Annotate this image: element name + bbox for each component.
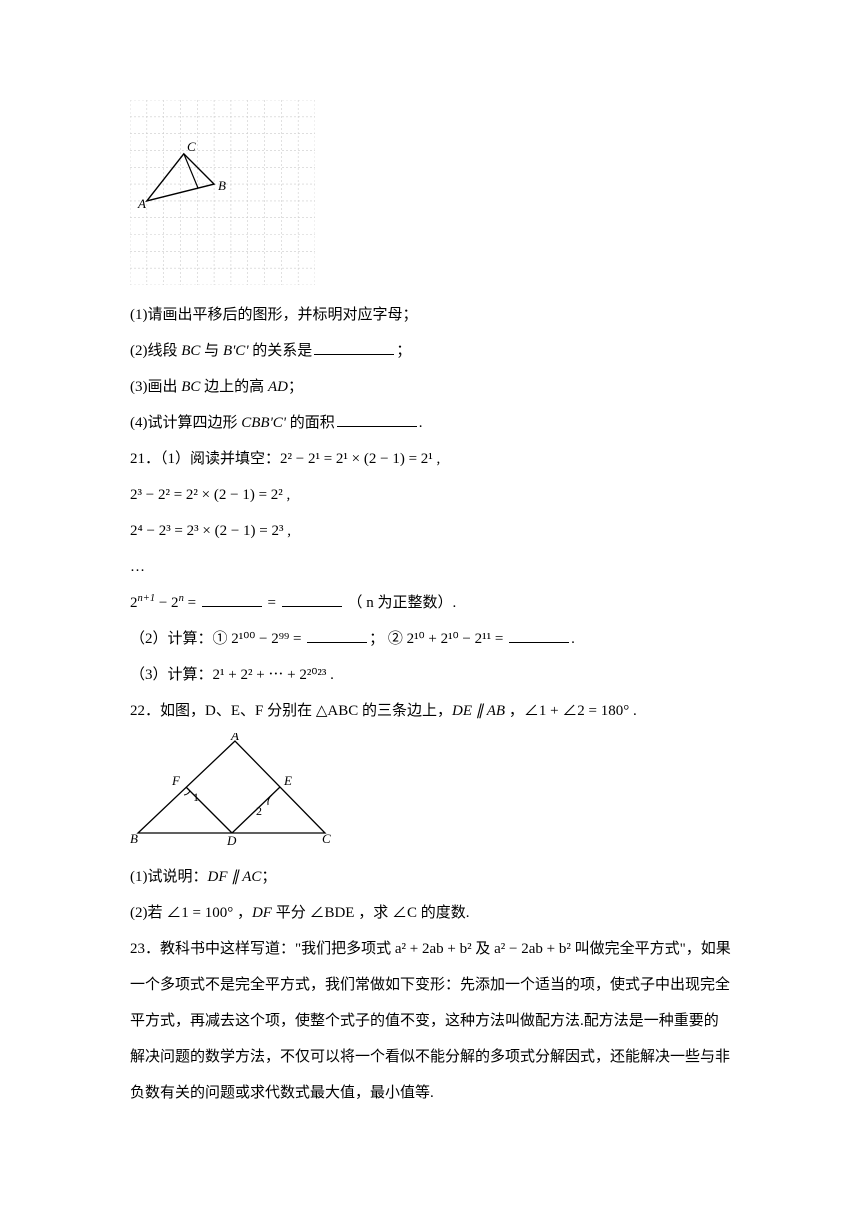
- svg-text:1: 1: [193, 790, 199, 804]
- blank: [202, 592, 262, 607]
- q23-l2: 一个多项式不是完全平方式，我们常做如下变形：先添加一个适当的项，使式子中出现完全: [130, 967, 730, 1003]
- q22-intro: 22．如图，D、E、F 分别在 △ABC 的三条边上，DE ∥ AB ，∠1 +…: [130, 693, 730, 729]
- q22-p2: (2)若 ∠1 = 100° ，DF 平分 ∠BDE ，求 ∠C 的度数.: [130, 895, 730, 931]
- q21-eq4: 2n+1 − 2n = = （ n 为正整数）.: [130, 585, 730, 621]
- q21-p3: （3）计算：2¹ + 2² + ⋯ + 2²⁰²³ .: [130, 657, 730, 693]
- q20-p2: (2)线段 BC 与 BʹCʹ 的关系是；: [130, 333, 730, 369]
- q21-eq2: 2³ − 2² = 2² × (2 − 1) = 2² ,: [130, 477, 730, 513]
- svg-text:D: D: [226, 833, 237, 845]
- svg-text:F: F: [171, 773, 181, 788]
- q23-l4: 解决问题的数学方法，不仅可以将一个看似不能分解的多项式分解因式，还能解决一些与非: [130, 1039, 730, 1075]
- blank: [307, 628, 367, 643]
- svg-text:2: 2: [256, 804, 262, 818]
- svg-text:C: C: [187, 139, 196, 154]
- grid-triangle-figure: A B C: [130, 100, 315, 285]
- q23-l3: 平方式，再减去这个项，使整个式子的值不变，这种方法叫做配方法.配方法是一种重要的: [130, 1003, 730, 1039]
- q23-l1: 23．教科书中这样写道："我们把多项式 a² + 2ab + b² 及 a² −…: [130, 931, 730, 967]
- svg-text:B: B: [218, 178, 226, 193]
- blank: [337, 412, 417, 427]
- blank: [314, 340, 394, 355]
- q20-p4: (4)试计算四边形 CBBʹCʹ 的面积.: [130, 405, 730, 441]
- q21-dots: …: [130, 549, 730, 585]
- blank: [509, 628, 569, 643]
- q20-p1: (1)请画出平移后的图形，并标明对应字母；: [130, 297, 730, 333]
- triangle-figure: A B C D E F 1 2: [130, 733, 730, 859]
- q22-p1: (1)试说明：DF ∥ AC；: [130, 859, 730, 895]
- svg-text:B: B: [130, 831, 138, 845]
- svg-text:A: A: [230, 733, 239, 743]
- q21-eq3: 2⁴ − 2³ = 2³ × (2 − 1) = 2³ ,: [130, 513, 730, 549]
- q21-intro: 21．（1）阅读并填空：2² − 2¹ = 2¹ × (2 − 1) = 2¹ …: [130, 441, 730, 477]
- blank: [282, 592, 342, 607]
- svg-text:C: C: [322, 831, 331, 845]
- svg-text:E: E: [283, 773, 292, 788]
- q21-p2: （2）计算：① 2¹⁰⁰ − 2⁹⁹ = ； ② 2¹⁰ + 2¹⁰ − 2¹¹…: [130, 621, 730, 657]
- svg-text:A: A: [137, 196, 146, 211]
- q23-l5: 负数有关的问题或求代数式最大值，最小值等.: [130, 1075, 730, 1111]
- q20-p3: (3)画出 BC 边上的高 AD；: [130, 369, 730, 405]
